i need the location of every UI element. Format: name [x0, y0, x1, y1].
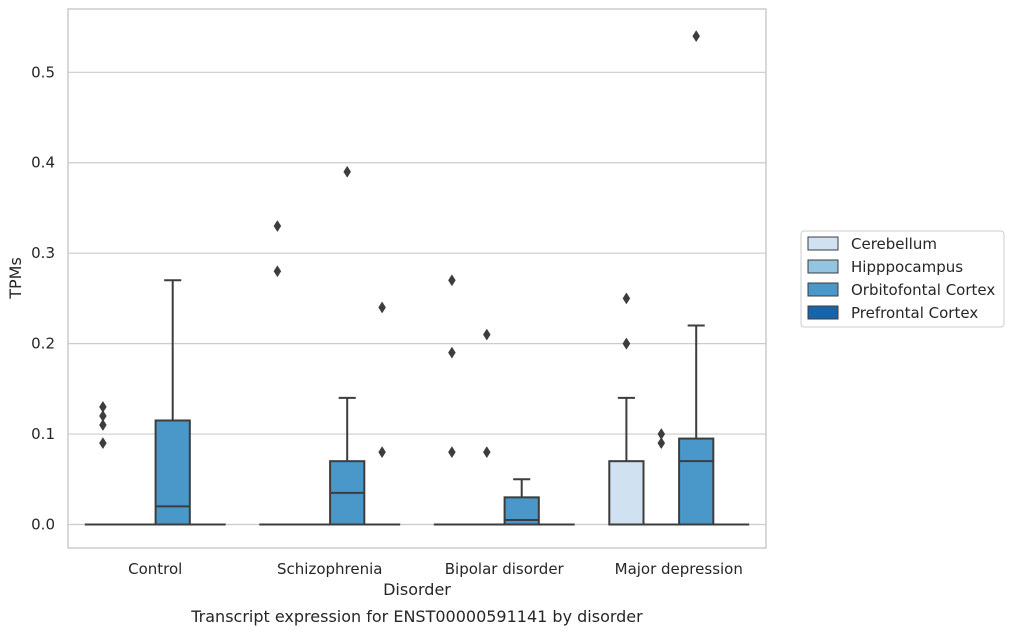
- outlier-point: [622, 337, 631, 350]
- legend-swatch: [807, 259, 839, 274]
- legend-frame: [800, 230, 1005, 328]
- box-plot: [433, 274, 471, 526]
- box-plots: [84, 30, 750, 526]
- chart-caption: Transcript expression for ENST0000059114…: [190, 607, 643, 626]
- legend-swatch: [807, 282, 839, 297]
- box-iqr: [154, 419, 191, 526]
- y-tick-label: 0.4: [31, 154, 55, 172]
- legend-label: Hipppocampus: [851, 258, 963, 276]
- legend-swatch: [807, 305, 839, 320]
- x-tick-label: Schizophrenia: [277, 560, 382, 578]
- outlier-point: [657, 437, 666, 450]
- outlier-point: [99, 437, 107, 450]
- y-tick-label: 0.1: [31, 425, 55, 443]
- outlier-point: [622, 292, 631, 305]
- legend-swatch: [807, 236, 839, 251]
- box-plot: [329, 165, 366, 526]
- y-tick-label: 0.5: [31, 63, 55, 81]
- box-plot: [643, 428, 680, 526]
- outlier-point: [657, 428, 666, 441]
- outlier-point: [378, 446, 386, 459]
- y-axis-label: TPMs: [6, 257, 25, 300]
- outlier-point: [692, 30, 700, 43]
- outlier-point: [273, 265, 282, 278]
- box-plot: [363, 301, 401, 526]
- x-tick-labels: Control Schizophrenia Bipolar disorder Majo…: [128, 560, 743, 578]
- outlier-point: [483, 446, 491, 459]
- x-tick-label: Major depression: [615, 560, 743, 578]
- y-tick-label: 0.0: [31, 515, 55, 533]
- x-tick-label: Bipolar disorder: [445, 560, 565, 578]
- outlier-point: [99, 400, 107, 413]
- box-plot: [468, 328, 505, 526]
- legend-label: Cerebellum: [851, 235, 937, 253]
- y-tick-label: 0.3: [31, 244, 55, 262]
- outlier-point: [378, 301, 386, 314]
- legend-label: Orbitofontal Cortex: [851, 281, 995, 299]
- legend-label: Prefrontal Cortex: [851, 304, 978, 322]
- box-plot: [503, 478, 540, 526]
- outlier-point: [99, 419, 107, 431]
- y-tick-label: 0.2: [31, 335, 55, 353]
- outlier-point: [99, 409, 107, 422]
- outlier-point: [448, 274, 456, 287]
- box-iqr: [678, 437, 715, 526]
- outlier-point: [448, 346, 456, 359]
- outlier-point: [483, 328, 491, 341]
- x-tick-label: Control: [128, 560, 182, 578]
- y-tick-labels: 0.0 0.1 0.2 0.3 0.4 0.5: [31, 63, 55, 533]
- box-plot: [608, 292, 645, 526]
- plot-frame: [67, 8, 767, 549]
- outlier-point: [448, 446, 456, 459]
- legend: Cerebellum Hipppocampus Orbitofontal Corte…: [800, 230, 1005, 328]
- outlier-point: [273, 220, 282, 233]
- x-axis-label: Disorder: [383, 580, 451, 599]
- outlier-point: [343, 165, 351, 178]
- box-plot: [154, 279, 191, 526]
- box-plot: [678, 30, 715, 526]
- box-iqr: [608, 460, 645, 526]
